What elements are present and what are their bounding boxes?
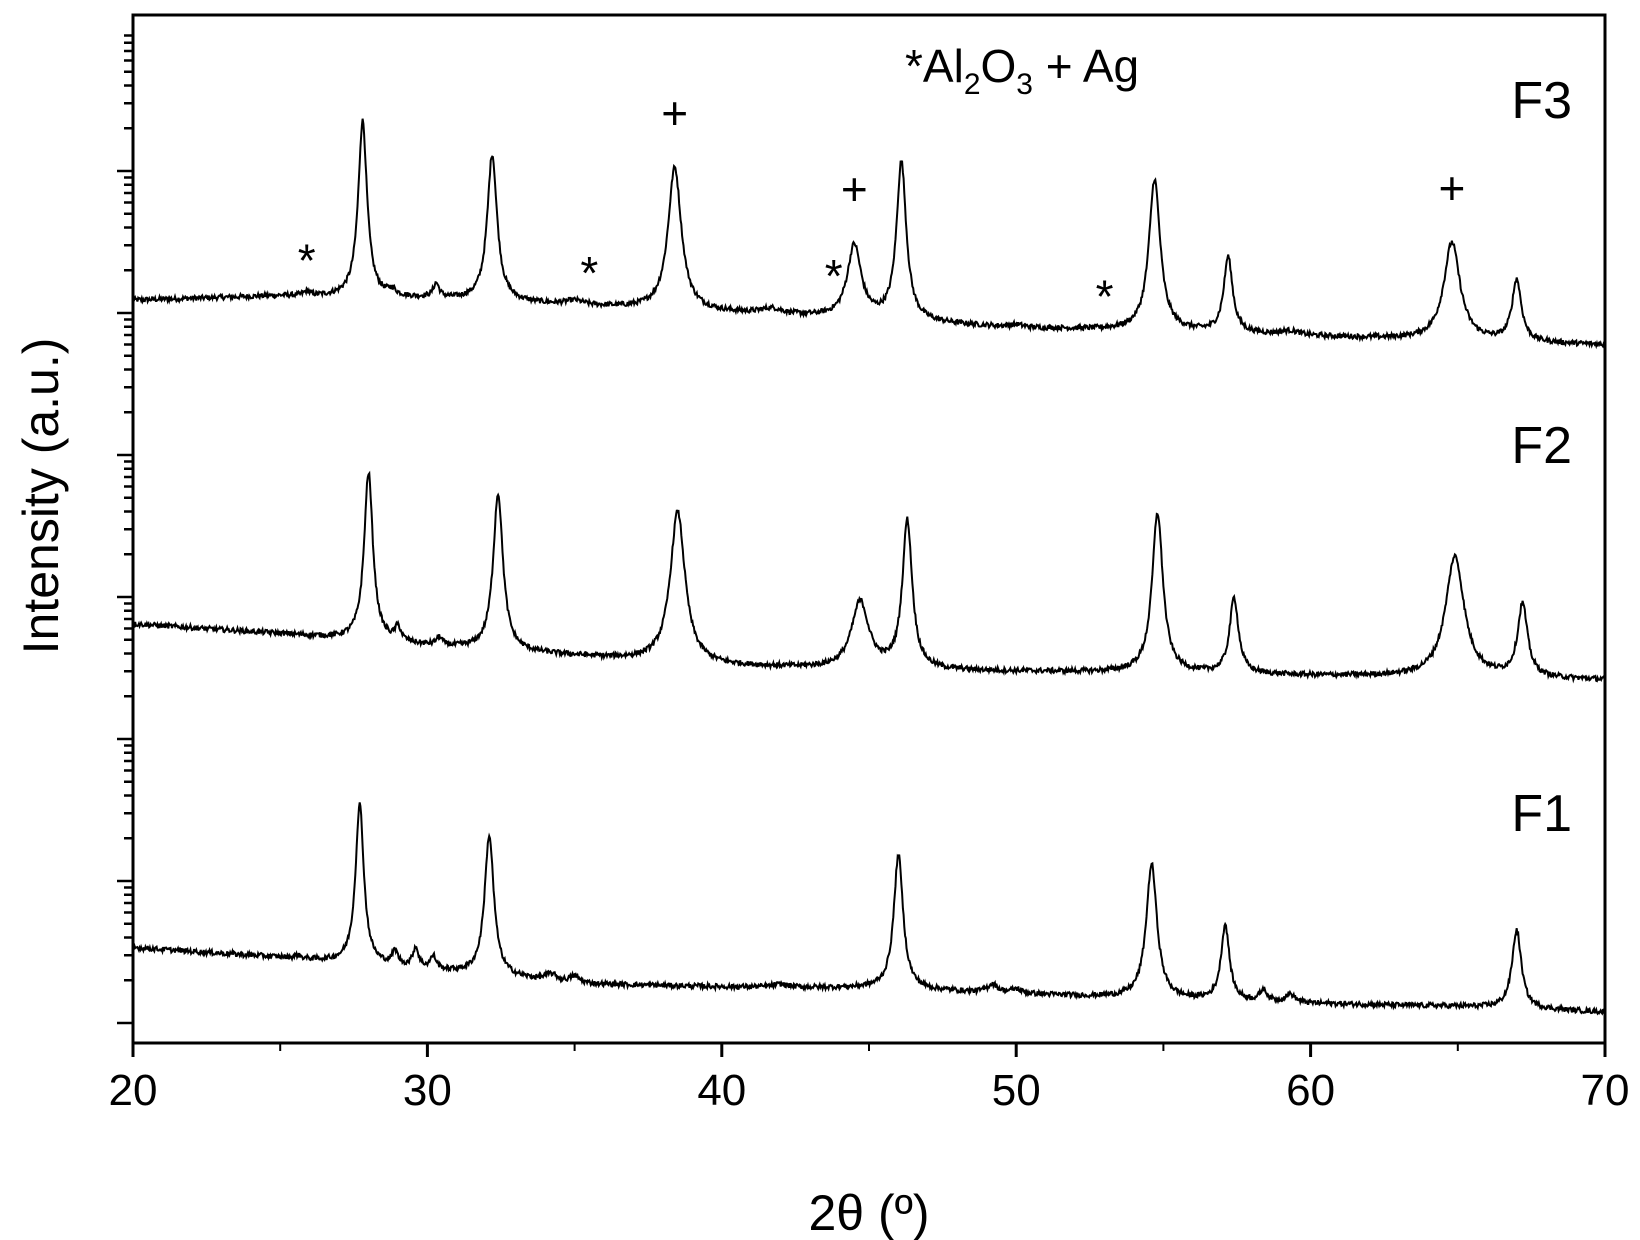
x-tick-label: 40 — [697, 1066, 746, 1115]
legend-sub-3: 3 — [1016, 68, 1033, 101]
al2o3-peak-marker: * — [1096, 271, 1114, 323]
al2o3-peak-marker: * — [825, 250, 843, 302]
x-tick-label: 20 — [109, 1066, 158, 1115]
x-tick-label: 70 — [1581, 1066, 1630, 1115]
series-label-f2: F2 — [1511, 417, 1572, 475]
series-line-f3 — [132, 118, 1606, 350]
x-axis-title: 2θ (º) — [808, 1185, 929, 1240]
legend-annotation: *Al2O3 + Ag — [905, 40, 1139, 101]
series-label-f3: F3 — [1511, 72, 1572, 130]
x-axis-ticks: 20 30 40 50 60 70 — [109, 1043, 1630, 1115]
legend-star: * — [905, 40, 923, 92]
series-line-f2 — [132, 470, 1606, 684]
y-axis-title: Intensity (a.u.) — [13, 338, 69, 655]
x-tick-label: 50 — [992, 1066, 1041, 1115]
legend-ag: + Ag — [1033, 40, 1139, 92]
al2o3-peak-marker: * — [580, 247, 598, 299]
series-line-f1 — [132, 802, 1606, 1016]
peak-markers: * * + * + * + — [298, 87, 1466, 323]
ag-peak-marker: + — [661, 87, 688, 139]
legend-o: O — [981, 40, 1017, 92]
ag-peak-marker: + — [841, 163, 868, 215]
ag-peak-marker: + — [1438, 162, 1465, 214]
x-tick-label: 60 — [1286, 1066, 1335, 1115]
al2o3-peak-marker: * — [298, 234, 316, 286]
legend-al: Al — [923, 40, 964, 92]
y-axis-ticks — [117, 34, 133, 1025]
legend-sub-2: 2 — [964, 68, 981, 101]
series-lines — [132, 118, 1606, 1016]
series-labels: F3 F2 F1 — [1511, 72, 1572, 843]
series-label-f1: F1 — [1511, 785, 1572, 843]
x-tick-label: 30 — [403, 1066, 452, 1115]
